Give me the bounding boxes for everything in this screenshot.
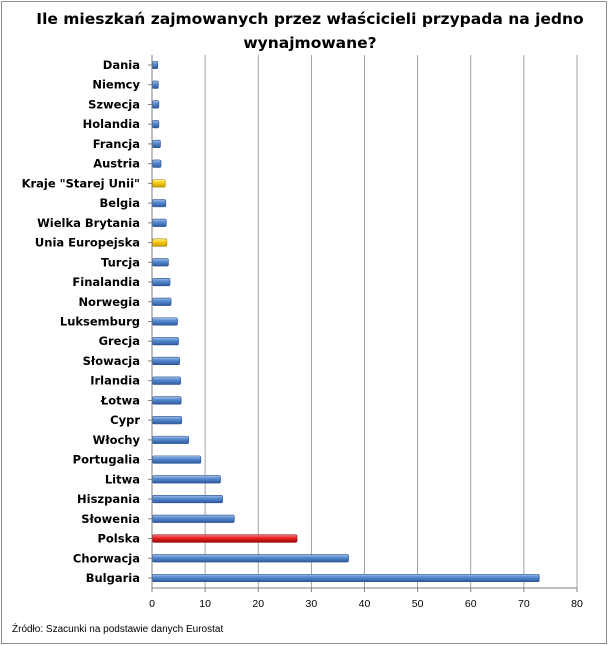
category-label: Holandia <box>83 117 140 131</box>
x-tick-label: 80 <box>571 598 583 610</box>
bar-szwecja <box>152 100 160 109</box>
category-label: Dania <box>103 58 140 72</box>
category-label: Unia Europejska <box>35 236 140 250</box>
category-label: Belgia <box>100 196 140 210</box>
category-label: Austria <box>93 157 140 171</box>
bar-holandia <box>152 120 160 129</box>
x-tick-label: 30 <box>306 598 318 610</box>
bar-hiszpania <box>152 495 223 504</box>
category-label: Norwegia <box>78 295 140 309</box>
category-label: Grecja <box>99 334 140 348</box>
bar-belgia <box>152 199 167 208</box>
bar-austria <box>152 159 162 168</box>
bar-francja <box>152 139 161 148</box>
category-label: Bulgaria <box>86 571 140 585</box>
bar-luksemburg <box>152 317 178 326</box>
category-label: Niemcy <box>92 78 140 92</box>
category-label: Słowacja <box>83 354 140 368</box>
category-label: Włochy <box>93 433 141 447</box>
bar-słowenia <box>152 514 235 523</box>
bar-włochy <box>152 435 189 444</box>
category-label: Słowenia <box>81 512 140 526</box>
bar-cypr <box>152 416 183 425</box>
bar-niemcy <box>152 80 159 89</box>
category-label: Irlandia <box>90 374 140 388</box>
grid-lines <box>151 55 578 592</box>
chart-title: Ile mieszkań zajmowanych przez właścicie… <box>36 10 584 52</box>
bar-turcja <box>152 258 169 267</box>
x-tick-label: 0 <box>149 598 155 610</box>
bar-kraje-starej-unii- <box>152 179 166 188</box>
category-label: Szwecja <box>88 97 140 111</box>
category-label: Łotwa <box>100 393 140 407</box>
bar-wielka-brytania <box>152 218 167 227</box>
category-label: Luksemburg <box>60 315 140 329</box>
category-label: Finalandia <box>72 275 140 289</box>
x-tick-label: 60 <box>465 598 477 610</box>
category-label: Cypr <box>110 413 140 427</box>
category-labels: Dania Niemcy Szwecja Holandia Francja Austria… <box>22 55 153 588</box>
category-label: Wielka Brytania <box>37 216 140 230</box>
category-label: Litwa <box>105 472 140 486</box>
bar-irlandia <box>152 376 181 385</box>
x-tick-label: 70 <box>518 598 530 610</box>
category-label: Kraje "Starej Unii" <box>22 176 140 190</box>
bar-finalandia <box>152 277 171 287</box>
bar-grecja <box>152 337 179 346</box>
bar-bulgaria <box>152 573 540 583</box>
bar-unia-europejska <box>152 238 168 247</box>
x-tick-label: 50 <box>412 598 424 610</box>
bar-chorwacja <box>152 554 349 563</box>
bar-norwegia <box>152 297 172 306</box>
bars <box>152 60 540 583</box>
category-label: Portugalia <box>73 453 140 467</box>
x-tick-label: 10 <box>199 598 211 610</box>
bar-litwa <box>152 475 221 484</box>
x-tick-label: 40 <box>359 598 371 610</box>
source-note: Źródło: Szacunki na podstawie danych Eur… <box>12 624 224 635</box>
category-label: Hiszpania <box>77 492 140 506</box>
bar-dania <box>152 60 159 70</box>
category-label: Francja <box>93 137 140 151</box>
category-label: Chorwacja <box>73 551 140 565</box>
category-label: Turcja <box>101 255 140 269</box>
category-label: Polska <box>97 532 140 546</box>
bar-słowacja <box>152 356 180 366</box>
x-tick-labels: 0 10 20 30 40 50 60 70 80 <box>149 598 583 610</box>
x-tick-label: 20 <box>252 598 264 610</box>
bar-łotwa <box>152 396 182 405</box>
bar-polska <box>152 534 298 543</box>
bar-portugalia <box>152 455 202 464</box>
